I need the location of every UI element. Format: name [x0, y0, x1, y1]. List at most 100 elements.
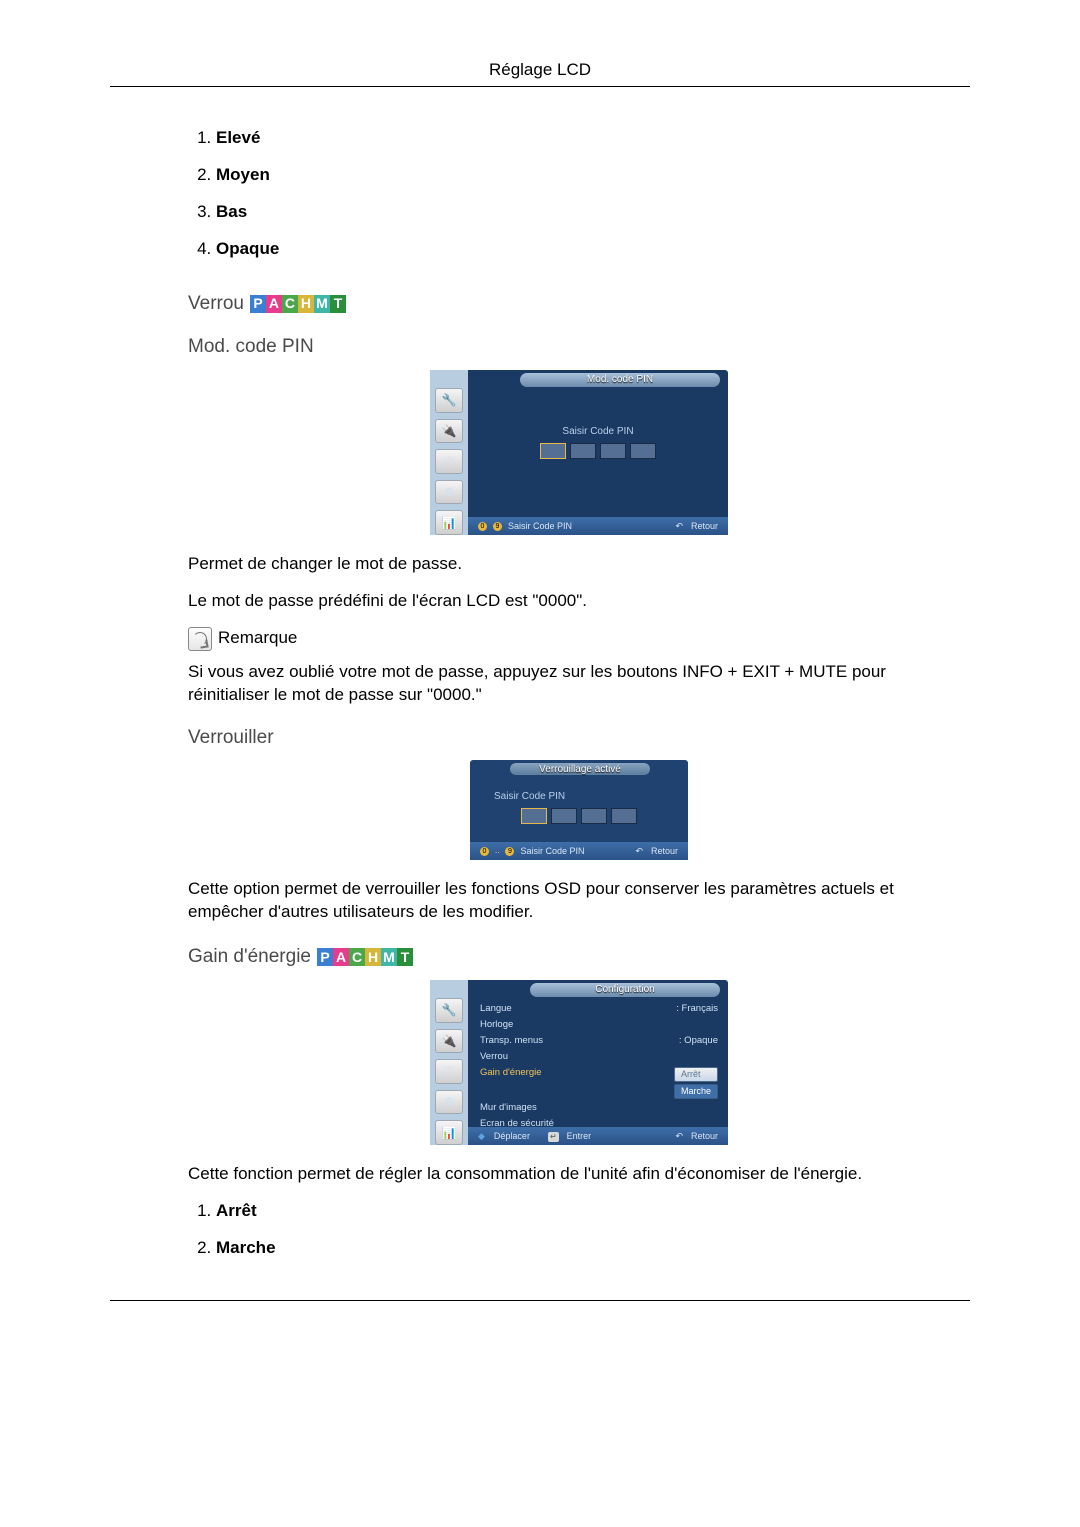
- osd-footer-move: Déplacer: [494, 1130, 530, 1142]
- note-row: Remarque: [188, 627, 970, 651]
- osd-menu: Langue : Français Horloge Transp. menus : Op…: [480, 1002, 718, 1148]
- osd-footer: 0 .. 9 0..9 Saisir Code PIN Saisir Code …: [470, 842, 688, 860]
- osd-menu-row: Horloge: [480, 1018, 718, 1034]
- page-header-title: Réglage LCD: [110, 60, 970, 87]
- source-tag: P: [317, 948, 333, 966]
- osd-side-tab: ⚙: [435, 480, 463, 505]
- list-item: Arrêt: [216, 1200, 970, 1223]
- osd-side-tabs: 🔧🔌⏱⚙📊: [430, 980, 468, 1145]
- gain-list: Arrêt Marche: [188, 1200, 970, 1260]
- source-tag: M: [314, 295, 330, 313]
- osd-menu-label: Transp. menus: [480, 1035, 543, 1048]
- source-tag: P: [250, 295, 266, 313]
- osd-pin-area: Saisir Code PIN: [470, 790, 688, 824]
- paragraph: Cette fonction permet de régler la conso…: [188, 1163, 970, 1186]
- osd-footer-right: Retour: [651, 845, 678, 857]
- osd-menu-label: Horloge: [480, 1019, 513, 1032]
- osd-side-tab: 📊: [435, 510, 463, 535]
- source-tag: C: [282, 295, 298, 313]
- osd-pin-label: Saisir Code PIN: [468, 425, 728, 439]
- osd-panel: 🔧🔌⏱⚙📊 Mod. code PIN Saisir Code PIN 0: [430, 370, 728, 535]
- num-icon: 9: [493, 522, 502, 531]
- osd-footer-right: Retour: [691, 520, 718, 532]
- content-area: Elevé Moyen Bas Opaque Verrou PACHMT Mod…: [110, 87, 970, 1260]
- osd-option: Marche: [674, 1084, 718, 1099]
- footer-rule: [110, 1300, 970, 1301]
- osd-panel: Verrouillage activé Saisir Code PIN 0 ..…: [470, 760, 688, 860]
- num-icon: 9: [505, 847, 514, 856]
- source-tags: PACHMT: [250, 295, 346, 313]
- list-item-label: Marche: [216, 1238, 276, 1257]
- osd-pin-boxes: [470, 808, 688, 824]
- section-heading-text: Gain d'énergie: [188, 944, 311, 970]
- list-item: Marche: [216, 1237, 970, 1260]
- osd-footer: Déplacer Entrer Retour: [468, 1127, 728, 1145]
- pin-box: [521, 808, 547, 824]
- page: Réglage LCD Elevé Moyen Bas Opaque Verro…: [0, 0, 1080, 1527]
- osd-screenshot-modpin: 🔧🔌⏱⚙📊 Mod. code PIN Saisir Code PIN 0: [188, 370, 970, 535]
- list-item-label: Arrêt: [216, 1201, 257, 1220]
- section-heading-verrou: Verrou PACHMT: [188, 291, 970, 317]
- osd-side-tab: 📊: [435, 1120, 463, 1145]
- num-icon: 0: [478, 522, 487, 531]
- source-tag: H: [298, 295, 314, 313]
- paragraph: Cette option permet de verrouiller les f…: [188, 878, 970, 924]
- osd-menu-label: Langue: [480, 1003, 512, 1016]
- list-item-label: Bas: [216, 202, 247, 221]
- list-item: Moyen: [216, 164, 970, 187]
- source-tag: T: [397, 948, 413, 966]
- osd-pin-label: Saisir Code PIN: [494, 790, 688, 804]
- return-icon: [635, 845, 645, 857]
- osd-title-bar: Configuration: [530, 983, 720, 997]
- source-tag: T: [330, 295, 346, 313]
- source-tags: PACHMT: [317, 948, 413, 966]
- osd-side-tab: ⏱: [435, 1059, 463, 1084]
- list-item: Opaque: [216, 238, 970, 261]
- section-heading-modpin: Mod. code PIN: [188, 334, 970, 360]
- osd-side-tab: 🔧: [435, 388, 463, 413]
- return-icon: [675, 520, 685, 532]
- osd-title-text: Configuration: [595, 983, 654, 997]
- osd-menu-row: Langue : Français: [480, 1002, 718, 1018]
- osd-side-tab: 🔌: [435, 1029, 463, 1054]
- section-heading-text: Verrou: [188, 291, 244, 317]
- paragraph: Le mot de passe prédéfini de l'écran LCD…: [188, 590, 970, 613]
- note-text: Si vous avez oublié votre mot de passe, …: [188, 661, 970, 707]
- osd-option: Arrêt: [674, 1067, 718, 1082]
- section-heading-verrouiller: Verrouiller: [188, 725, 970, 751]
- source-tag: H: [365, 948, 381, 966]
- list-item-label: Elevé: [216, 128, 260, 147]
- pin-box: [611, 808, 637, 824]
- osd-footer: 0 9 Saisir Code PIN Retour: [468, 517, 728, 535]
- osd-title-text: Verrouillage activé: [539, 763, 621, 777]
- source-tag: C: [349, 948, 365, 966]
- osd-title-text: Mod. code PIN: [587, 373, 653, 387]
- osd-menu-value: : Opaque: [679, 1035, 718, 1048]
- osd-menu-row: Transp. menus : Opaque: [480, 1034, 718, 1050]
- osd-menu-row: Verrou: [480, 1049, 718, 1065]
- note-label: Remarque: [218, 627, 297, 650]
- osd-menu-value: : Français: [676, 1003, 718, 1016]
- num-icon: 0: [480, 847, 489, 856]
- enter-icon: [548, 1130, 561, 1143]
- osd-footer-enter: Entrer: [567, 1130, 592, 1142]
- osd-side-tab: 🔧: [435, 998, 463, 1023]
- osd-pin-boxes: [468, 443, 728, 459]
- source-tag: A: [333, 948, 349, 966]
- osd-menu-label: Verrou: [480, 1051, 508, 1064]
- list-item: Elevé: [216, 127, 970, 150]
- pin-box: [600, 443, 626, 459]
- osd-menu-row: Mur d'images: [480, 1100, 718, 1116]
- osd-panel: 🔧🔌⏱⚙📊 Configuration Langue: FrançaisHorl…: [430, 980, 728, 1145]
- list-item-label: Moyen: [216, 165, 270, 184]
- pin-box: [570, 443, 596, 459]
- pin-box: [540, 443, 566, 459]
- osd-side-tab: 🔌: [435, 419, 463, 444]
- osd-menu-row: Gain d'énergieArrêtMarche: [480, 1065, 718, 1100]
- source-tag: A: [266, 295, 282, 313]
- pin-box: [630, 443, 656, 459]
- osd-title-bar: Verrouillage activé: [510, 763, 650, 775]
- list-item-label: Opaque: [216, 239, 279, 258]
- pin-box: [581, 808, 607, 824]
- osd-screenshot-gain: 🔧🔌⏱⚙📊 Configuration Langue: FrançaisHorl…: [188, 980, 970, 1145]
